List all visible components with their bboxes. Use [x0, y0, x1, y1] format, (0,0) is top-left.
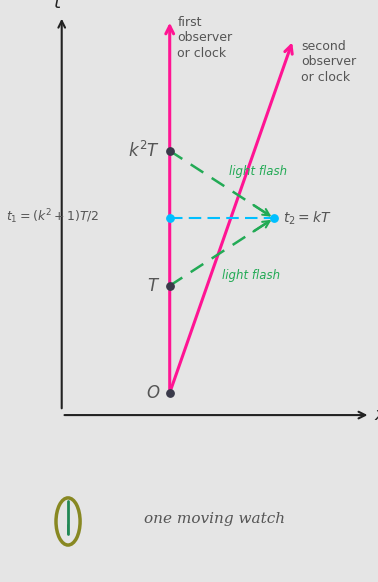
Text: $T$: $T$	[147, 276, 160, 294]
Text: first
observer
or clock: first observer or clock	[177, 16, 232, 60]
Point	[167, 146, 173, 155]
Text: one moving watch: one moving watch	[144, 512, 285, 526]
Text: $t_1 = (k^2 + 1)T/2$: $t_1 = (k^2 + 1)T/2$	[6, 207, 99, 226]
Point	[167, 281, 173, 290]
Text: light flash: light flash	[222, 269, 280, 282]
Text: $t$: $t$	[53, 0, 63, 12]
Text: $k^2T$: $k^2T$	[128, 141, 160, 161]
Text: light flash: light flash	[229, 165, 288, 178]
Text: $t_2 = kT$: $t_2 = kT$	[283, 210, 332, 227]
Point	[167, 214, 173, 223]
Text: $O$: $O$	[146, 384, 160, 402]
Text: second
observer
or clock: second observer or clock	[301, 40, 356, 84]
Point	[271, 214, 277, 223]
Text: $x$: $x$	[374, 406, 378, 424]
Point	[167, 388, 173, 398]
